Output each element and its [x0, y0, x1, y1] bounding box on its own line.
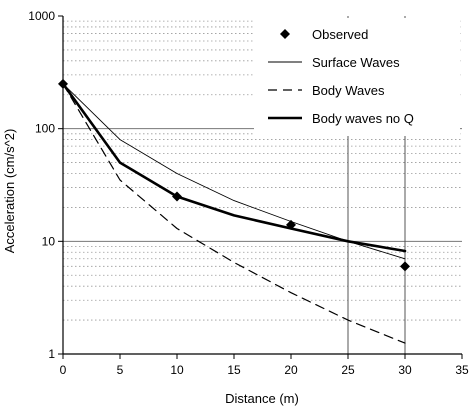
legend-marker-observed	[280, 29, 290, 39]
y-tick-label: 10	[42, 234, 56, 248]
x-tick-label: 15	[227, 363, 241, 377]
data-point-observed	[286, 219, 296, 230]
x-tick-label: 20	[284, 363, 298, 377]
data-point-observed	[172, 191, 182, 202]
x-tick-label: 25	[341, 363, 355, 377]
legend-label: Observed	[312, 27, 368, 42]
series	[58, 78, 410, 344]
legend-label: Body waves no Q	[312, 111, 414, 126]
x-tick-label: 5	[117, 363, 124, 377]
x-ticks: 0 5 10 15 20 25 30 35	[60, 354, 469, 377]
x-tick-label: 30	[398, 363, 412, 377]
legend: Observed Surface Waves Body Waves Body wave…	[254, 18, 460, 136]
y-tick-label: 1000	[28, 9, 55, 23]
axes	[62, 16, 462, 355]
y-tick-label: 1	[48, 347, 55, 361]
x-tick-label: 10	[170, 363, 184, 377]
series-line-body-waves	[62, 83, 406, 344]
y-ticks: 1 10 100 1000	[28, 9, 63, 361]
legend-label: Surface Waves	[312, 55, 400, 70]
x-tick-label: 0	[60, 363, 67, 377]
x-axis-label: Distance (m)	[225, 391, 299, 406]
y-axis-label: Acceleration (cm/s^2)	[2, 129, 17, 254]
legend-box	[254, 18, 460, 136]
x-tick-label: 35	[455, 363, 469, 377]
y-tick-label: 100	[35, 122, 55, 136]
legend-label: Body Waves	[312, 83, 385, 98]
series-line-body-waves-no-q	[61, 82, 407, 253]
data-point-observed	[400, 261, 410, 272]
